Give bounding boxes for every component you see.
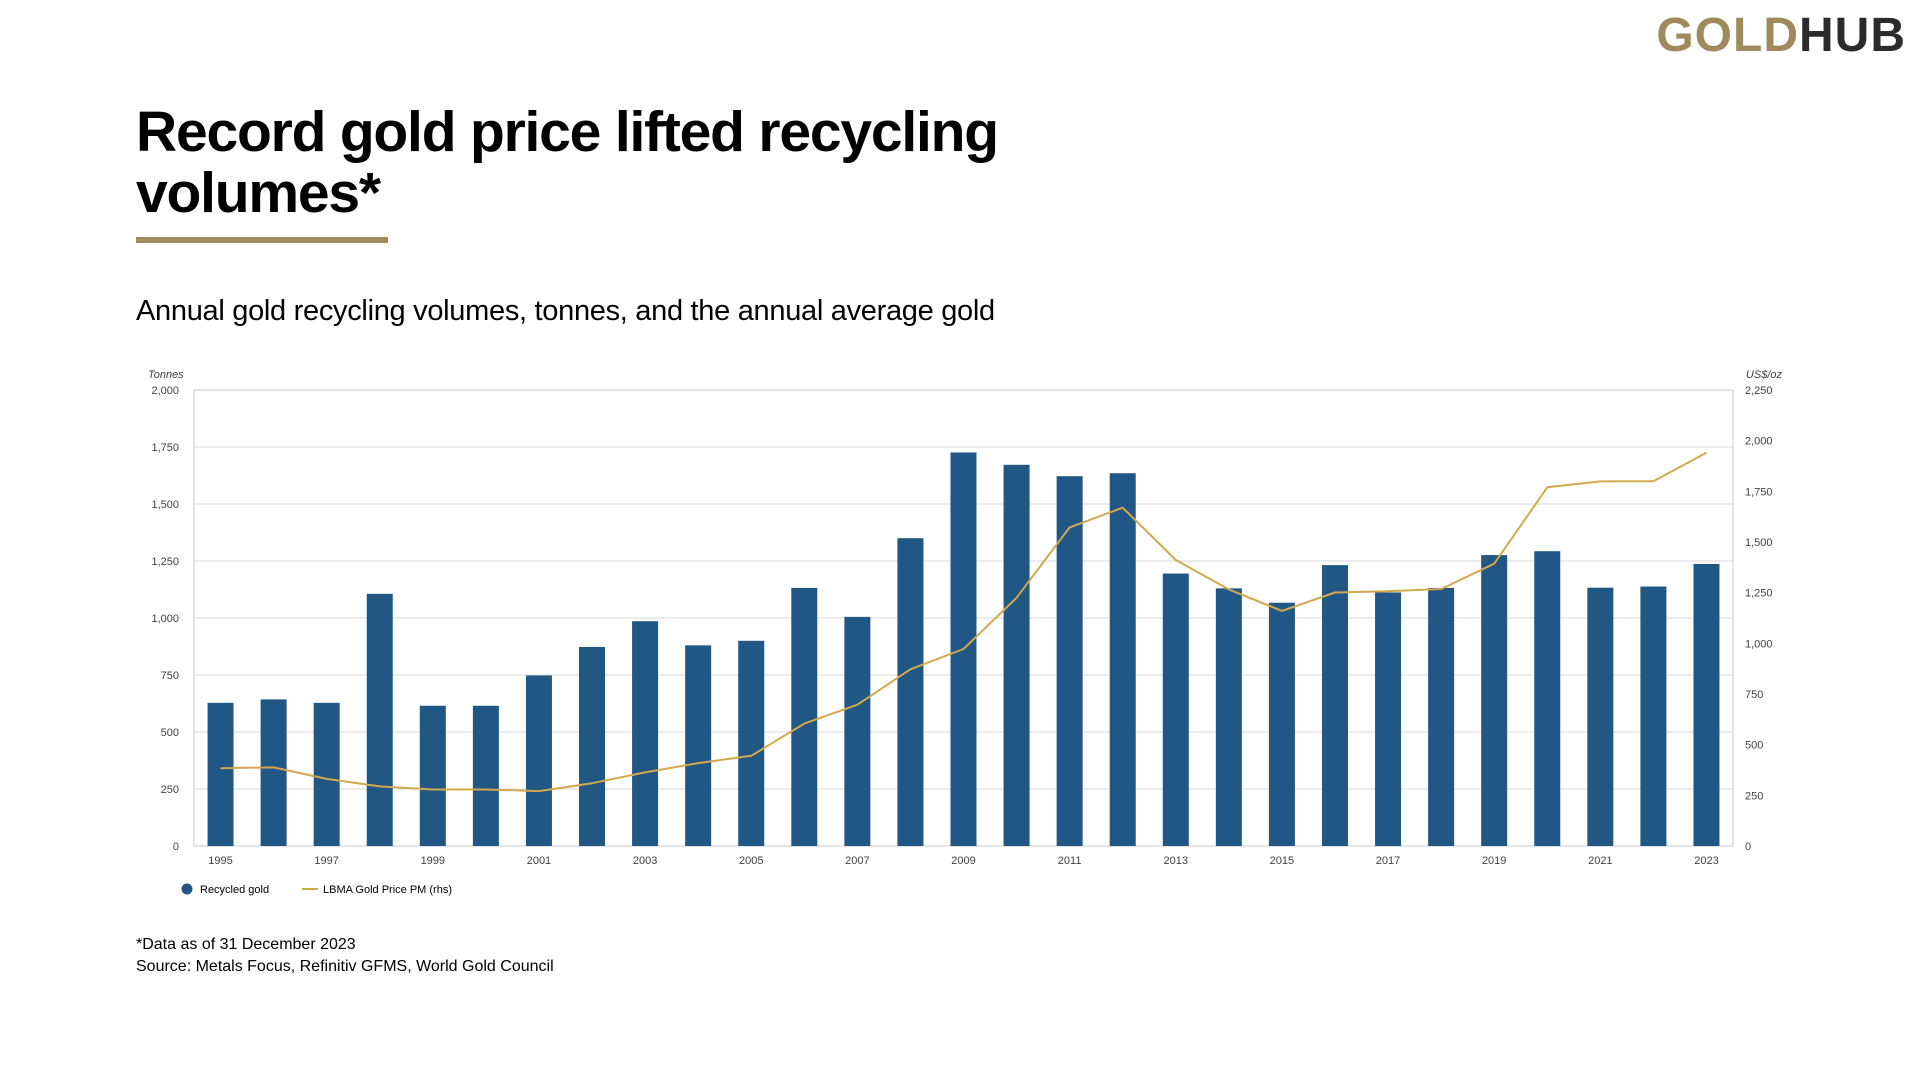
page-title: Record gold price lifted recycling volum…	[136, 100, 999, 225]
left-axis-tick-label: 0	[173, 841, 179, 853]
bar-recycled-gold	[472, 705, 499, 846]
right-axis-tick-label: 2,250	[1745, 385, 1773, 397]
bar-recycled-gold	[579, 646, 606, 846]
right-axis-title: US$/oz	[1746, 369, 1783, 381]
x-axis-tick-label: 2009	[951, 855, 975, 867]
x-axis-tick-label: 2015	[1270, 855, 1294, 867]
bar-recycled-gold	[1640, 586, 1667, 846]
x-axis-tick-label: 1997	[314, 855, 338, 867]
left-axis-tick-label: 1,500	[151, 499, 179, 511]
right-axis-tick-label: 1,250	[1745, 588, 1773, 600]
x-axis-tick-label: 2021	[1588, 855, 1612, 867]
legend-label-gold-price: LBMA Gold Price PM (rhs)	[323, 884, 452, 896]
left-axis-tick-label: 750	[161, 670, 179, 682]
bar-recycled-gold	[1375, 592, 1402, 846]
bar-recycled-gold	[738, 640, 765, 846]
left-axis-tick-label: 1,750	[151, 442, 179, 454]
right-axis-tick-label: 250	[1745, 790, 1763, 802]
bar-recycled-gold	[685, 645, 712, 846]
left-axis-tick-label: 250	[161, 784, 179, 796]
right-axis-tick-label: 1,500	[1745, 537, 1773, 549]
bar-recycled-gold	[1321, 565, 1348, 846]
bar-recycled-gold	[1693, 563, 1720, 846]
bar-recycled-gold	[525, 675, 552, 846]
bar-recycled-gold	[791, 587, 818, 846]
title-underline	[136, 237, 388, 243]
legend-marker-recycled-gold	[181, 883, 193, 895]
bar-recycled-gold	[1003, 464, 1030, 846]
bar-recycled-gold	[1587, 587, 1614, 846]
bar-recycled-gold	[1056, 476, 1083, 846]
left-axis-title: Tonnes	[148, 369, 184, 381]
bar-recycled-gold	[1534, 551, 1561, 846]
x-axis-tick-label: 2003	[633, 855, 657, 867]
bar-recycled-gold	[1268, 602, 1295, 846]
bar-recycled-gold	[1162, 573, 1189, 846]
gold-hub-logo: GOLDHUB	[1656, 12, 1906, 60]
bar-recycled-gold	[632, 621, 659, 846]
bar-recycled-gold	[207, 702, 234, 846]
x-axis-tick-label: 2019	[1482, 855, 1506, 867]
chart-subtitle: Annual gold recycling volumes, tonnes, a…	[136, 295, 995, 327]
left-axis-tick-label: 1,250	[151, 556, 179, 568]
bar-recycled-gold	[366, 593, 393, 846]
bar-recycled-gold	[1481, 555, 1508, 846]
footnotes: *Data as of 31 December 2023 Source: Met…	[136, 934, 554, 978]
right-axis-tick-label: 1,000	[1745, 638, 1773, 650]
x-axis-tick-label: 1995	[208, 855, 232, 867]
x-axis-tick-label: 2005	[739, 855, 763, 867]
left-axis-tick-label: 500	[161, 727, 179, 739]
x-axis-tick-label: 2013	[1164, 855, 1188, 867]
right-axis-tick-label: 2,000	[1745, 436, 1773, 448]
right-axis-tick-label: 1,750	[1745, 486, 1773, 498]
bar-recycled-gold	[844, 616, 871, 846]
logo-gold-text: GOLD	[1656, 9, 1799, 62]
logo-hub-text: HUB	[1799, 9, 1906, 62]
bar-recycled-gold	[897, 538, 924, 846]
bar-recycled-gold	[1109, 473, 1136, 846]
x-axis-tick-label: 2011	[1058, 855, 1082, 867]
right-axis-tick-label: 0	[1745, 841, 1751, 853]
bar-recycled-gold	[260, 699, 287, 846]
x-axis-tick-label: 2007	[845, 855, 869, 867]
bar-recycled-gold	[1428, 587, 1455, 846]
bar-recycled-gold	[313, 702, 340, 846]
bar-recycled-gold	[419, 705, 446, 846]
x-axis-tick-label: 1999	[421, 855, 445, 867]
data-date-note: *Data as of 31 December 2023	[136, 936, 356, 953]
bar-recycled-gold	[1215, 588, 1242, 846]
right-axis-tick-label: 750	[1745, 689, 1763, 701]
line-gold-price	[220, 451, 1707, 793]
x-axis-tick-label: 2001	[527, 855, 551, 867]
x-axis-tick-label: 2017	[1376, 855, 1400, 867]
legend-label-recycled-gold: Recycled gold	[200, 884, 269, 896]
source-note: Source: Metals Focus, Refinitiv GFMS, Wo…	[136, 958, 554, 975]
left-axis-tick-label: 2,000	[151, 385, 179, 397]
x-axis-tick-label: 2023	[1694, 855, 1718, 867]
right-axis-tick-label: 500	[1745, 740, 1763, 752]
left-axis-tick-label: 1,000	[151, 613, 179, 625]
